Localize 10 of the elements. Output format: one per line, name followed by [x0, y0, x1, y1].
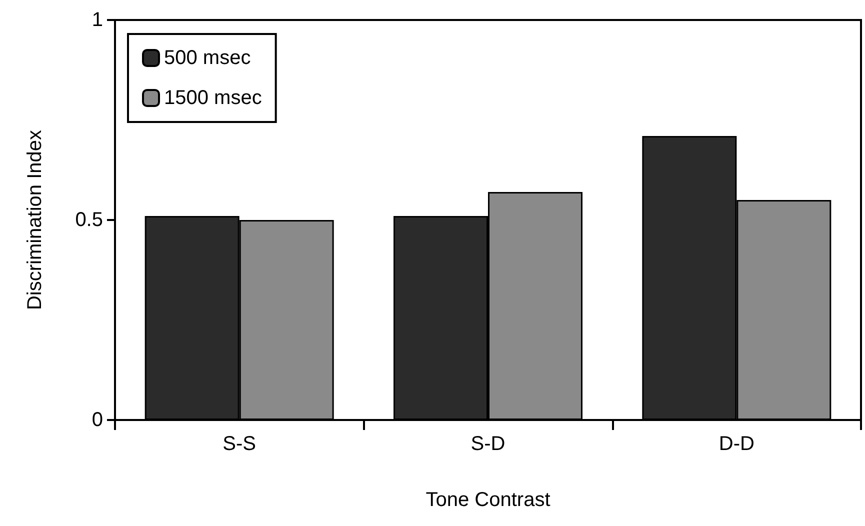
y-axis-title: Discrimination Index [24, 130, 46, 310]
x-tick-label: S-S [222, 433, 256, 455]
x-tick-label: D-D [718, 433, 754, 455]
legend-label: 1500 msec [164, 87, 262, 109]
legend-label: 500 msec [164, 47, 251, 69]
x-axis-title: Tone Contrast [426, 489, 551, 511]
x-tick-label: S-D [470, 433, 506, 455]
y-tick-label: 0 [92, 409, 103, 431]
y-tick-label: 1 [92, 9, 103, 31]
y-tick-label: 0.5 [75, 209, 103, 231]
